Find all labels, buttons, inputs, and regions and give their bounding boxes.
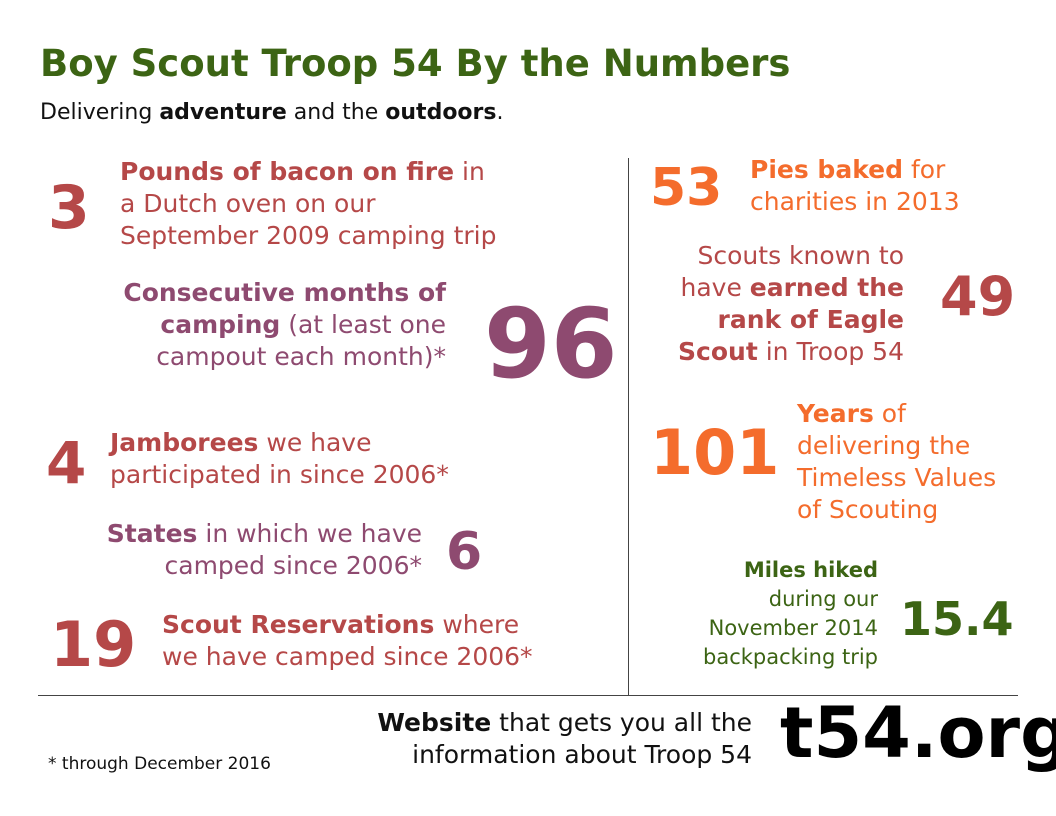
page-title: Boy Scout Troop 54 By the Numbers <box>40 42 791 85</box>
footnote: * through December 2016 <box>48 754 271 774</box>
stat-months-number: 96 <box>484 288 618 400</box>
stat-jamborees-number: 4 <box>46 429 87 497</box>
stat-eagle-desc: Scouts known to have earned the rank of … <box>678 241 904 366</box>
stat-months-desc: Consecutive months of camping (at least … <box>123 278 446 371</box>
stat-reservations-desc: Scout Reservations where we have camped … <box>162 610 533 671</box>
stat-bacon-number: 3 <box>48 173 90 243</box>
stat-states-desc: States in which we have camped since 200… <box>106 519 422 580</box>
footer-divider <box>38 695 1018 696</box>
stat-bacon-desc: Pounds of bacon on fire in a Dutch oven … <box>120 157 497 250</box>
stat-miles-number: 15.4 <box>900 592 1014 646</box>
subtitle: Delivering adventure and the outdoors. <box>40 100 504 125</box>
column-divider <box>628 158 629 695</box>
stat-eagle-number: 49 <box>940 265 1016 328</box>
website-desc: Website that gets you all the informatio… <box>377 708 752 769</box>
stat-pies-number: 53 <box>650 158 723 218</box>
website-url[interactable]: t54.org <box>780 692 1056 774</box>
stat-states-number: 6 <box>446 522 483 582</box>
stat-years-number: 101 <box>650 416 780 489</box>
stat-reservations-number: 19 <box>50 608 137 681</box>
stat-pies-desc: Pies baked for charities in 2013 <box>750 155 960 216</box>
stat-miles-desc: Miles hiked during our November 2014 bac… <box>703 558 878 669</box>
stat-jamborees-desc: Jamborees we have participated in since … <box>110 428 449 489</box>
stat-years-desc: Years of delivering the Timeless Values … <box>797 399 997 524</box>
